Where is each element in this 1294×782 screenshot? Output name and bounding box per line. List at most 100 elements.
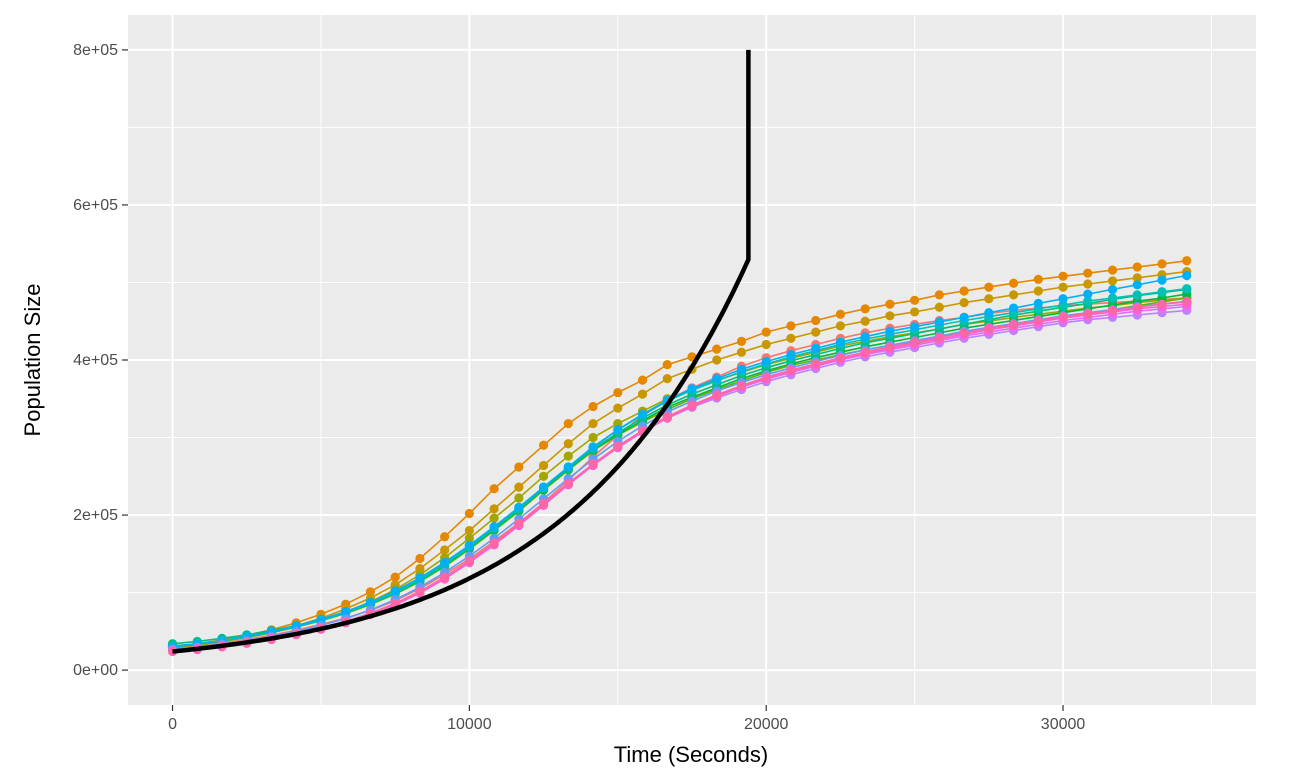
data-point bbox=[538, 498, 549, 509]
data-point bbox=[1058, 282, 1068, 292]
data-point bbox=[1157, 287, 1167, 297]
data-point bbox=[637, 409, 648, 419]
data-point bbox=[687, 400, 697, 410]
data-point bbox=[984, 282, 994, 292]
y-tick-label: 4e+05 bbox=[73, 352, 118, 369]
data-point bbox=[786, 333, 796, 343]
data-point bbox=[440, 557, 450, 567]
data-point bbox=[1033, 286, 1043, 296]
data-point bbox=[736, 364, 747, 374]
data-point bbox=[761, 339, 771, 350]
data-point bbox=[984, 308, 994, 318]
data-point bbox=[464, 525, 474, 536]
data-point bbox=[1107, 276, 1118, 286]
data-point bbox=[934, 317, 944, 327]
data-point bbox=[885, 326, 895, 336]
data-point bbox=[390, 572, 400, 582]
x-tick-label: 20000 bbox=[744, 716, 789, 733]
data-point bbox=[885, 342, 895, 352]
data-point bbox=[637, 389, 648, 399]
data-point bbox=[786, 365, 796, 375]
data-point bbox=[835, 337, 846, 347]
data-point bbox=[712, 344, 722, 354]
data-point bbox=[662, 374, 672, 384]
data-point bbox=[736, 347, 747, 357]
data-point bbox=[514, 482, 524, 492]
data-point bbox=[1182, 256, 1192, 266]
data-point bbox=[1132, 262, 1142, 272]
data-point bbox=[415, 573, 425, 583]
data-point bbox=[786, 349, 796, 360]
data-point bbox=[1083, 296, 1093, 306]
data-point bbox=[984, 294, 994, 304]
data-point bbox=[910, 295, 920, 305]
data-point bbox=[613, 441, 623, 451]
data-point bbox=[415, 553, 425, 564]
model-curve-group bbox=[172, 49, 751, 654]
data-point bbox=[1008, 290, 1019, 300]
data-point bbox=[341, 606, 351, 617]
data-point bbox=[637, 375, 648, 385]
data-point bbox=[959, 328, 969, 338]
data-point bbox=[563, 439, 573, 449]
data-point bbox=[860, 304, 870, 314]
data-point bbox=[1157, 299, 1167, 309]
data-point bbox=[811, 343, 821, 353]
y-axis: 0e+00 2e+05 4e+05 6e+05 8e+05 bbox=[73, 42, 128, 679]
data-point bbox=[736, 336, 747, 346]
data-point bbox=[464, 508, 474, 519]
data-point bbox=[1083, 268, 1093, 278]
data-point bbox=[588, 401, 598, 412]
data-point bbox=[538, 440, 549, 450]
data-point bbox=[1083, 289, 1093, 299]
data-point bbox=[489, 522, 499, 532]
data-point bbox=[885, 311, 895, 321]
data-point bbox=[1157, 259, 1167, 269]
data-point bbox=[588, 418, 598, 429]
data-point bbox=[538, 460, 549, 471]
data-point bbox=[736, 380, 747, 391]
data-point bbox=[712, 355, 722, 365]
y-tick-label: 2e+05 bbox=[73, 507, 118, 524]
data-point bbox=[489, 513, 499, 523]
data-point bbox=[489, 504, 499, 514]
data-point bbox=[415, 586, 425, 597]
series-9 bbox=[167, 270, 1192, 652]
data-point bbox=[390, 586, 400, 596]
data-point bbox=[885, 299, 895, 309]
data-point bbox=[1182, 270, 1192, 281]
data-point bbox=[910, 307, 920, 317]
data-point bbox=[489, 484, 499, 494]
data-point bbox=[1132, 302, 1142, 312]
data-point bbox=[563, 478, 573, 488]
data-point bbox=[1058, 294, 1068, 304]
data-point bbox=[811, 315, 821, 326]
data-point bbox=[934, 290, 944, 300]
data-point bbox=[440, 532, 450, 542]
data-point bbox=[1157, 275, 1167, 285]
data-point bbox=[761, 372, 771, 382]
data-point bbox=[1107, 284, 1118, 295]
data-point bbox=[1132, 290, 1142, 300]
x-axis-title: Time (Seconds) bbox=[614, 742, 768, 767]
data-point bbox=[464, 540, 474, 550]
data-point bbox=[538, 482, 549, 492]
data-point bbox=[934, 332, 944, 343]
data-point bbox=[489, 538, 499, 548]
data-point bbox=[588, 459, 598, 469]
data-point bbox=[1058, 311, 1068, 322]
data-point bbox=[464, 533, 474, 543]
data-point bbox=[835, 309, 846, 319]
data-point bbox=[1083, 308, 1093, 319]
data-point bbox=[761, 327, 771, 337]
data-point bbox=[811, 359, 821, 369]
data-point bbox=[1107, 265, 1118, 275]
x-tick-label: 10000 bbox=[447, 716, 492, 733]
data-point bbox=[835, 353, 846, 363]
x-tick-label: 30000 bbox=[1041, 716, 1086, 733]
data-point bbox=[712, 374, 722, 384]
data-point bbox=[1132, 273, 1142, 283]
data-point bbox=[934, 302, 944, 312]
data-point bbox=[440, 545, 450, 555]
